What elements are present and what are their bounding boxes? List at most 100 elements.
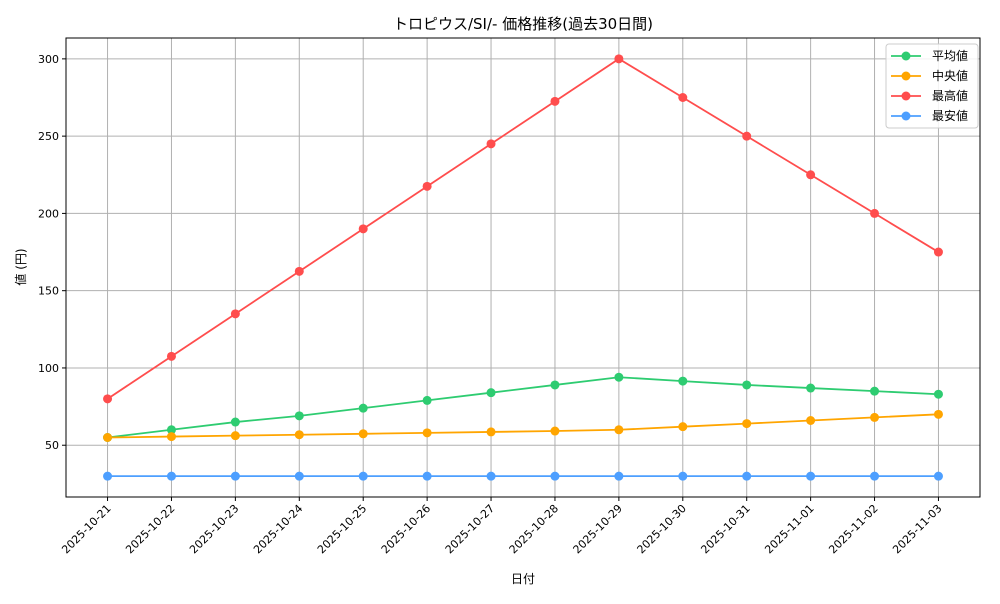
data-point xyxy=(486,471,496,481)
legend-marker xyxy=(901,51,911,61)
x-axis-label: 日付 xyxy=(511,572,535,586)
y-axis-label: 値 (円) xyxy=(13,248,28,285)
x-tick-label: 2025-10-30 xyxy=(635,502,689,556)
data-point xyxy=(230,471,240,481)
x-tick-label: 2025-11-02 xyxy=(826,502,880,556)
data-point xyxy=(550,96,560,106)
data-point xyxy=(422,395,432,405)
data-point xyxy=(806,383,816,393)
x-axis-ticks: 2025-10-21 2025-10-22 2025-10-23 2025-10-24… xyxy=(59,497,945,556)
legend-marker xyxy=(901,111,911,121)
data-point xyxy=(294,430,304,440)
legend-label: 中央値 xyxy=(932,68,968,83)
data-point xyxy=(742,471,752,481)
x-tick-label: 2025-10-25 xyxy=(315,502,369,556)
data-point xyxy=(166,432,176,442)
series-group xyxy=(103,54,943,481)
y-axis-ticks: 50 100 150 200 250 300 xyxy=(38,53,66,452)
data-point xyxy=(358,429,368,439)
data-point xyxy=(294,471,304,481)
legend-label: 最安値 xyxy=(932,108,968,123)
data-point xyxy=(742,380,752,390)
x-tick-label: 2025-10-26 xyxy=(379,502,433,556)
grid xyxy=(66,38,980,497)
data-point xyxy=(933,247,943,257)
data-point xyxy=(678,422,688,432)
x-tick-label: 2025-11-03 xyxy=(890,502,944,556)
y-tick-label: 100 xyxy=(38,362,59,375)
data-point xyxy=(230,309,240,319)
y-tick-label: 150 xyxy=(38,285,59,298)
data-point xyxy=(870,386,880,396)
legend-box xyxy=(885,43,979,129)
data-point xyxy=(358,224,368,234)
data-point xyxy=(422,181,432,191)
x-tick-label: 2025-10-28 xyxy=(507,502,561,556)
data-point xyxy=(550,380,560,390)
x-tick-label: 2025-10-21 xyxy=(59,502,113,556)
data-point xyxy=(103,471,113,481)
data-point xyxy=(103,394,113,404)
x-tick-label: 2025-10-27 xyxy=(443,502,497,556)
data-point xyxy=(294,266,304,276)
data-point xyxy=(678,93,688,102)
data-point xyxy=(358,403,368,413)
series-line xyxy=(107,413,939,439)
data-point xyxy=(166,425,176,435)
x-tick-label: 2025-10-22 xyxy=(123,502,177,556)
x-tick-label: 2025-10-29 xyxy=(571,502,625,556)
data-point xyxy=(678,376,688,386)
data-point xyxy=(422,471,432,481)
data-point xyxy=(742,131,752,141)
data-point xyxy=(230,431,240,441)
legend-label: 平均値 xyxy=(932,48,968,63)
chart-title: トロピウス/SI/- 価格推移(過去30日間) xyxy=(393,15,653,33)
data-point xyxy=(742,419,752,429)
data-point xyxy=(870,208,880,218)
series-line xyxy=(107,376,939,439)
y-tick-label: 200 xyxy=(38,207,59,220)
y-tick-label: 300 xyxy=(38,53,59,66)
data-point xyxy=(806,471,816,481)
data-point xyxy=(294,411,304,421)
legend-label: 最高値 xyxy=(932,88,968,103)
data-point xyxy=(486,388,496,398)
plot-frame xyxy=(65,37,981,498)
data-point xyxy=(614,54,624,64)
data-point xyxy=(933,409,943,419)
series-最高値 xyxy=(103,54,943,404)
data-point xyxy=(166,351,176,361)
data-point xyxy=(550,471,560,481)
x-tick-label: 2025-10-23 xyxy=(187,502,241,556)
x-tick-label: 2025-10-24 xyxy=(251,502,305,556)
x-tick-label: 2025-10-31 xyxy=(698,502,752,556)
data-point xyxy=(806,416,816,425)
data-point xyxy=(614,425,624,435)
series-line xyxy=(107,57,939,400)
data-point xyxy=(933,389,943,399)
data-point xyxy=(678,471,688,481)
series-最安値 xyxy=(103,471,943,481)
data-point xyxy=(486,139,496,149)
series-平均値 xyxy=(103,372,943,442)
data-point xyxy=(422,428,432,438)
series-中央値 xyxy=(103,409,943,442)
data-point xyxy=(103,433,113,442)
x-tick-label: 2025-11-01 xyxy=(762,502,816,556)
data-point xyxy=(933,471,943,481)
legend-marker xyxy=(901,71,911,81)
data-point xyxy=(806,170,816,180)
data-point xyxy=(166,471,176,481)
data-point xyxy=(230,417,240,427)
data-point xyxy=(870,471,880,481)
data-point xyxy=(614,471,624,481)
y-tick-label: 250 xyxy=(38,130,59,143)
data-point xyxy=(614,372,624,382)
data-point xyxy=(870,412,880,422)
legend-marker xyxy=(901,91,911,101)
data-point xyxy=(358,471,368,481)
y-tick-label: 50 xyxy=(45,439,59,452)
data-point xyxy=(550,426,560,436)
data-point xyxy=(486,427,496,437)
